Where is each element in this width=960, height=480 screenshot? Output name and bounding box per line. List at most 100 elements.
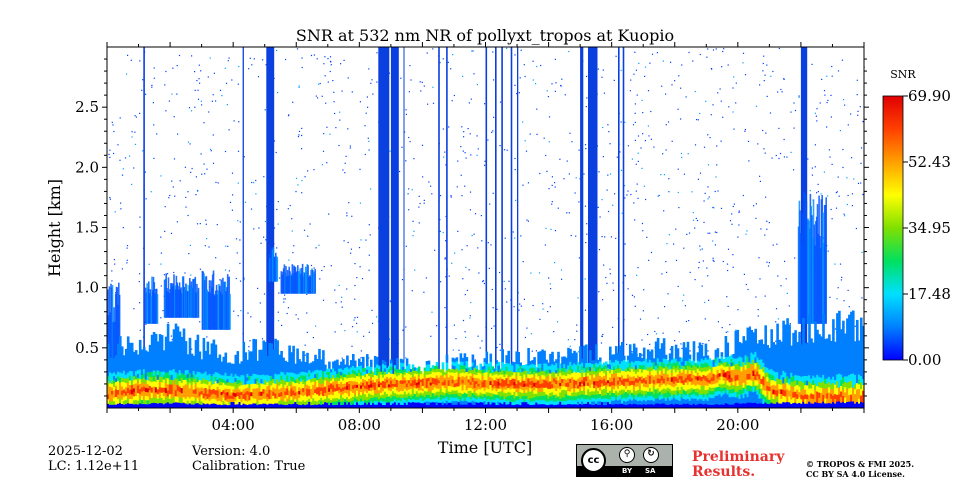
snr-cell bbox=[111, 380, 114, 384]
snr-cell bbox=[453, 383, 457, 388]
noise-pixel bbox=[492, 79, 495, 81]
snr-cell bbox=[176, 390, 180, 397]
noise-pixel bbox=[335, 302, 337, 304]
noise-pixel bbox=[624, 121, 626, 123]
snr-cell bbox=[330, 377, 333, 381]
snr-cell bbox=[316, 376, 319, 381]
snr-cell bbox=[445, 381, 449, 386]
noise-pixel bbox=[675, 228, 677, 230]
noise-pixel bbox=[839, 130, 841, 132]
noise-pixel bbox=[289, 204, 291, 207]
noise-pixel bbox=[656, 52, 658, 54]
snr-cell bbox=[473, 377, 477, 382]
snr-cell bbox=[451, 379, 455, 384]
snr-cell bbox=[128, 389, 132, 395]
snr-cell bbox=[368, 375, 371, 379]
snr-cell bbox=[563, 400, 566, 405]
snr-cell bbox=[296, 365, 299, 371]
noise-pixel bbox=[131, 183, 133, 185]
snr-cell bbox=[260, 358, 263, 363]
snr-cell bbox=[202, 357, 206, 364]
snr-cell bbox=[360, 381, 363, 386]
snr-cell bbox=[531, 367, 534, 371]
snr-cell bbox=[258, 354, 261, 359]
snr-cell bbox=[364, 382, 367, 386]
snr-cell bbox=[397, 374, 401, 379]
snr-cell bbox=[336, 366, 339, 371]
snr-cell bbox=[166, 377, 170, 385]
snr-cell bbox=[471, 369, 475, 375]
snr-cell bbox=[515, 367, 518, 373]
noise-pixel bbox=[356, 331, 358, 333]
snr-cell bbox=[395, 400, 399, 405]
noise-pixel bbox=[794, 109, 797, 112]
snr-cell bbox=[521, 401, 524, 406]
snr-cell bbox=[417, 393, 421, 397]
snr-cell bbox=[256, 384, 259, 389]
snr-cell bbox=[413, 373, 417, 377]
snr-cell bbox=[545, 404, 548, 409]
snr-cell bbox=[290, 372, 293, 377]
snr-cell bbox=[399, 397, 403, 402]
snr-cell bbox=[503, 392, 506, 396]
snr-cell bbox=[356, 384, 359, 388]
snr-cell bbox=[421, 385, 425, 389]
snr-cell bbox=[320, 387, 323, 392]
snr-cell bbox=[423, 390, 427, 394]
snr-cell bbox=[228, 388, 232, 393]
snr-cell bbox=[561, 375, 564, 380]
snr-cell bbox=[168, 403, 172, 409]
snr-cell bbox=[122, 374, 126, 379]
noise-pixel bbox=[499, 145, 501, 147]
noise-pixel bbox=[854, 325, 856, 327]
snr-cell bbox=[119, 382, 122, 388]
noise-pixel bbox=[826, 126, 828, 128]
snr-cell bbox=[148, 367, 152, 373]
noise-pixel bbox=[259, 302, 261, 304]
snr-cell bbox=[405, 400, 409, 405]
snr-cell bbox=[310, 382, 313, 386]
noise-pixel bbox=[405, 113, 407, 115]
snr-cell bbox=[535, 367, 538, 371]
snr-cell bbox=[358, 400, 361, 405]
snr-cell bbox=[276, 393, 279, 399]
snr-cell bbox=[445, 385, 449, 390]
snr-cell bbox=[569, 391, 572, 396]
snr-cell bbox=[547, 382, 550, 386]
noise-pixel bbox=[277, 201, 279, 203]
snr-cell bbox=[330, 405, 333, 409]
snr-cell bbox=[465, 400, 469, 405]
snr-cell bbox=[154, 392, 158, 398]
snr-cell bbox=[389, 404, 393, 409]
noise-pixel bbox=[666, 271, 668, 273]
snr-cell bbox=[248, 375, 251, 381]
noise-pixel bbox=[318, 83, 320, 85]
snr-cell bbox=[385, 376, 389, 380]
snr-cell bbox=[467, 399, 471, 403]
snr-cell bbox=[435, 371, 439, 376]
snr-cell bbox=[425, 401, 429, 406]
snr-cell bbox=[272, 395, 275, 400]
snr-heatmap bbox=[107, 47, 865, 409]
snr-cell bbox=[250, 379, 253, 385]
snr-cell bbox=[543, 399, 546, 405]
snr-cell bbox=[302, 379, 305, 384]
snr-cell bbox=[132, 367, 136, 373]
noise-pixel bbox=[842, 148, 844, 151]
snr-cell bbox=[248, 399, 251, 405]
snr-cell bbox=[463, 380, 467, 385]
snr-cell bbox=[348, 374, 351, 378]
noise-pixel bbox=[668, 234, 670, 236]
snr-cell bbox=[545, 376, 548, 381]
snr-cell bbox=[443, 395, 447, 399]
noise-pixel bbox=[286, 312, 288, 315]
snr-cell bbox=[238, 398, 242, 403]
snr-cell bbox=[441, 365, 445, 370]
noise-pixel bbox=[365, 239, 367, 241]
snr-cell bbox=[387, 390, 391, 394]
noise-pixel bbox=[347, 128, 349, 130]
snr-cell bbox=[533, 400, 536, 405]
snr-cell bbox=[507, 387, 510, 393]
snr-cell bbox=[358, 397, 361, 402]
noise-pixel bbox=[663, 210, 665, 212]
